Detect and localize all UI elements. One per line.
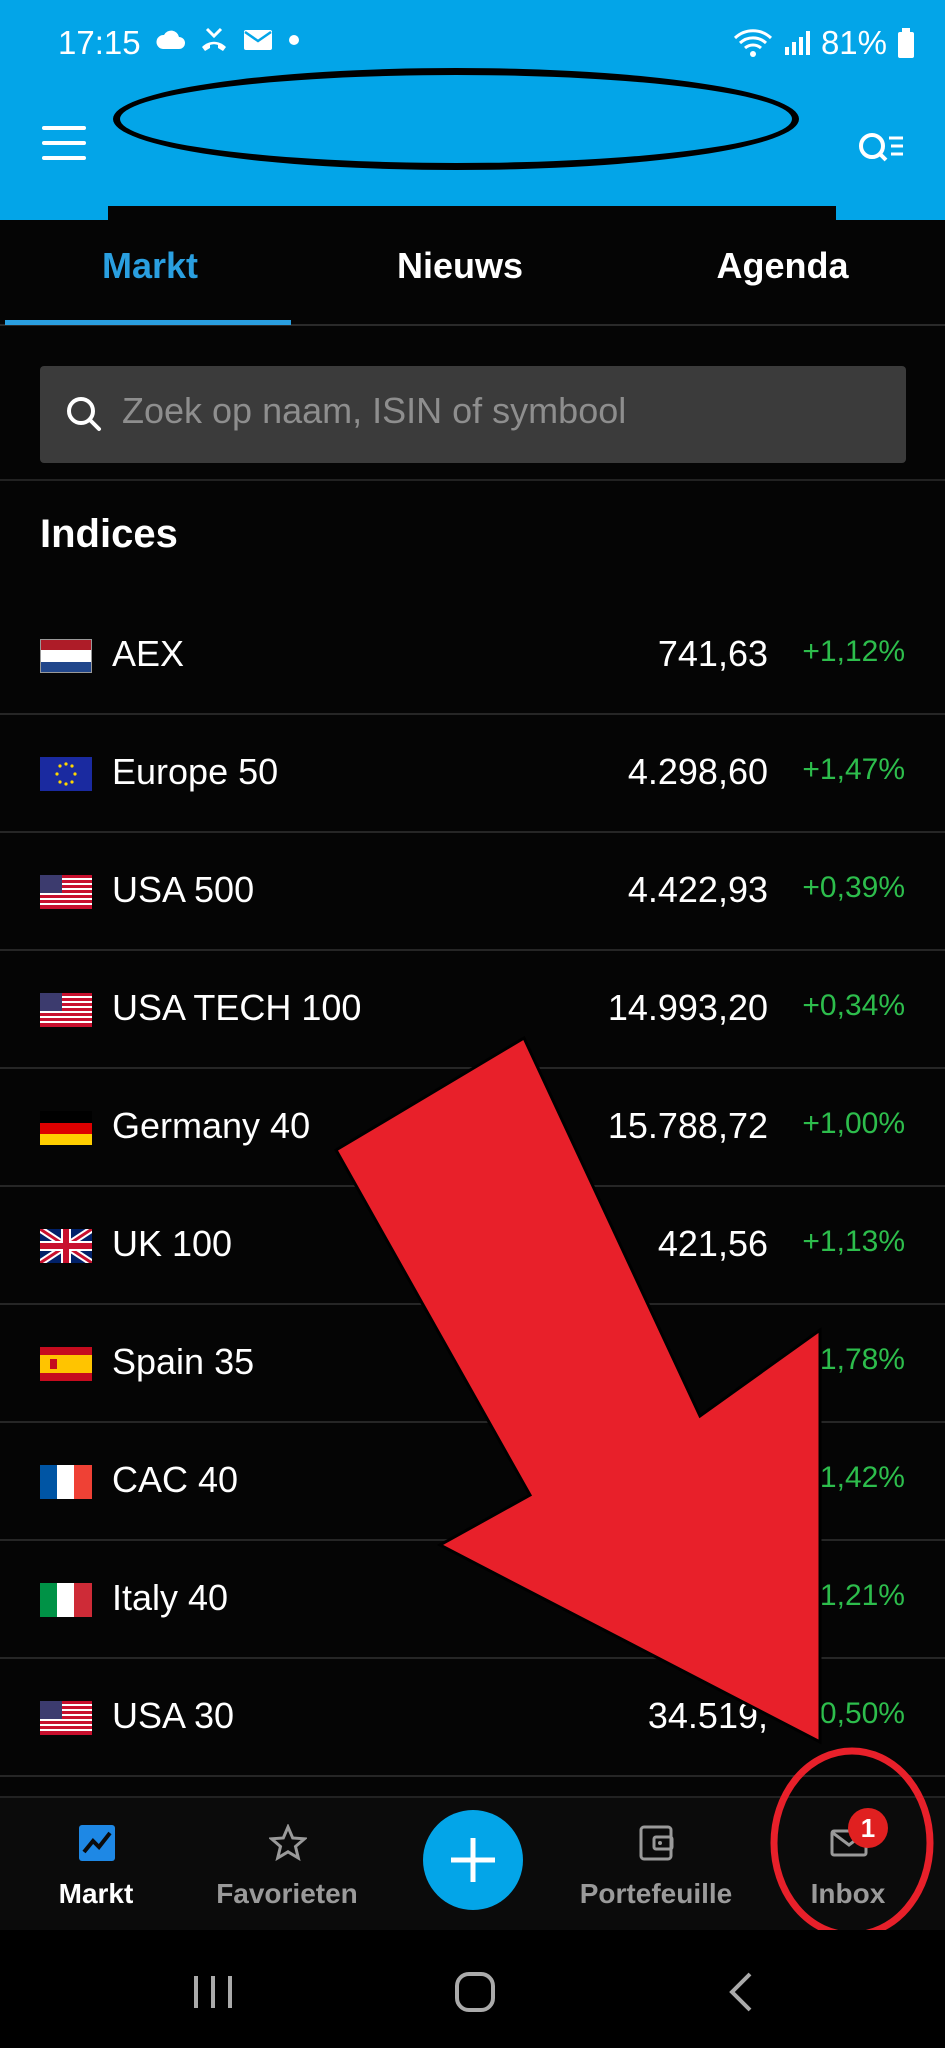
nav-inbox-label: Inbox: [810, 1878, 886, 1909]
index-change: 1,78%: [819, 1343, 905, 1376]
notification-icons: [155, 27, 301, 53]
index-name: Germany 40: [112, 1105, 311, 1146]
flag-es-icon: [40, 1347, 92, 1381]
list-item[interactable]: USA 30 34.519, 0,50%: [0, 1659, 945, 1777]
tab-agenda[interactable]: Agenda: [716, 245, 849, 286]
index-change: +1,00%: [802, 1107, 905, 1140]
index-change: +0,34%: [802, 989, 905, 1022]
list-item[interactable]: AEX 741,63 +1,12%: [0, 597, 945, 715]
index-name: AEX: [112, 633, 185, 674]
index-change: 1,21%: [819, 1579, 905, 1612]
index-change: 1,42%: [819, 1461, 905, 1494]
star-icon: [269, 1824, 307, 1862]
index-price: 421,56: [657, 1223, 768, 1264]
flag-us-icon: [40, 875, 92, 909]
battery-icon: [898, 28, 914, 58]
index-price: 15.788,72: [607, 1105, 768, 1146]
system-navigation-bar: [0, 1930, 945, 2048]
nav-markt[interactable]: Markt: [6, 1798, 186, 1932]
wifi-icon: [733, 29, 772, 57]
tab-markt[interactable]: Markt: [101, 245, 199, 286]
index-name: Europe 50: [112, 751, 279, 792]
bottom-navigation: Markt Favorieten Portefeuille Inbox: [0, 1796, 945, 1932]
active-tab-indicator: [5, 320, 291, 325]
index-name: USA TECH 100: [112, 987, 362, 1028]
divider: [0, 479, 945, 481]
index-change: +1,13%: [802, 1225, 905, 1258]
index-name: Italy 40: [112, 1577, 229, 1618]
battery-level: 81%: [820, 24, 887, 61]
list-item[interactable]: Europe 50 4.298,60 +1,47%: [0, 715, 945, 833]
flag-nl-icon: [40, 639, 92, 673]
flag-us-icon: [40, 1701, 92, 1735]
wallet-icon: [639, 1825, 674, 1861]
list-item[interactable]: USA TECH 100 14.993,20 +0,34%: [0, 951, 945, 1069]
cloud-icon: [156, 30, 185, 49]
menu-icon-line: [42, 156, 86, 160]
nav-portefeuille[interactable]: Portefeuille: [566, 1798, 746, 1932]
index-name: USA 500: [112, 869, 255, 910]
mail-icon: [244, 30, 272, 50]
nav-favorieten-label: Favorieten: [216, 1878, 358, 1909]
tab-bar: Markt Nieuws Agenda: [0, 220, 945, 326]
index-name: CAC 40: [112, 1459, 239, 1500]
chart-icon: [79, 1825, 115, 1861]
index-change: +0,39%: [802, 871, 905, 904]
list-item[interactable]: USA 500 4.422,93 +0,39%: [0, 833, 945, 951]
nav-inbox[interactable]: Inbox: [758, 1798, 938, 1932]
flag-uk-icon: [40, 1229, 92, 1263]
index-list: AEX 741,63 +1,12% Europe 50 4.298,60 +1,…: [0, 597, 945, 1777]
index-change: +1,12%: [802, 635, 905, 668]
search-icon: [67, 397, 101, 431]
index-price: 34.519,: [647, 1695, 768, 1736]
nav-markt-label: Markt: [58, 1878, 134, 1909]
search-input[interactable]: Zoek op naam, ISIN of symbool: [40, 366, 906, 463]
menu-icon-line: [42, 141, 86, 145]
tab-nieuws[interactable]: Nieuws: [396, 245, 524, 286]
system-status: 81%: [733, 24, 915, 62]
flag-eu-icon: [40, 757, 92, 791]
list-item[interactable]: UK 100 421,56 +1,13%: [0, 1187, 945, 1305]
index-price: 14.993,20: [607, 987, 768, 1028]
index-name: UK 100: [112, 1223, 233, 1264]
index-change: 0,50%: [819, 1697, 905, 1730]
missed-call-icon: [202, 27, 226, 51]
recents-icon[interactable]: [190, 1972, 236, 2012]
search-placeholder: Zoek op naam, ISIN of symbool: [122, 390, 627, 431]
dot-icon: [289, 35, 299, 45]
flag-de-icon: [40, 1111, 92, 1145]
nav-favorieten[interactable]: Favorieten: [197, 1798, 377, 1932]
signal-icon: [784, 31, 810, 55]
flag-fr-icon: [40, 1465, 92, 1499]
inbox-badge: 1: [848, 1808, 888, 1848]
app-bar-shadow: [108, 206, 836, 220]
back-icon[interactable]: [724, 1970, 758, 2014]
list-item[interactable]: Germany 40 15.788,72 +1,00%: [0, 1069, 945, 1187]
flag-us-icon: [40, 993, 92, 1027]
status-time: 17:15: [58, 24, 141, 61]
index-price: 4.422,93: [627, 869, 768, 910]
index-price: 4.298,60: [627, 751, 768, 792]
add-button[interactable]: [423, 1810, 523, 1910]
plus-icon: [451, 1838, 495, 1882]
nav-portefeuille-label: Portefeuille: [579, 1878, 733, 1909]
menu-button[interactable]: [42, 126, 86, 166]
redacted-title: [113, 68, 799, 170]
menu-icon-line: [42, 126, 86, 130]
list-item[interactable]: Spain 35 1,78%: [0, 1305, 945, 1423]
index-change: +1,47%: [802, 753, 905, 786]
index-price: 741,63: [657, 633, 768, 674]
index-name: USA 30: [112, 1695, 235, 1736]
list-item[interactable]: CAC 40 1,42%: [0, 1423, 945, 1541]
home-icon[interactable]: [453, 1970, 497, 2014]
list-item[interactable]: Italy 40 1,21%: [0, 1541, 945, 1659]
flag-it-icon: [40, 1583, 92, 1617]
section-title: Indices: [40, 512, 178, 556]
search-list-icon[interactable]: [855, 124, 907, 172]
index-name: Spain 35: [112, 1341, 255, 1382]
